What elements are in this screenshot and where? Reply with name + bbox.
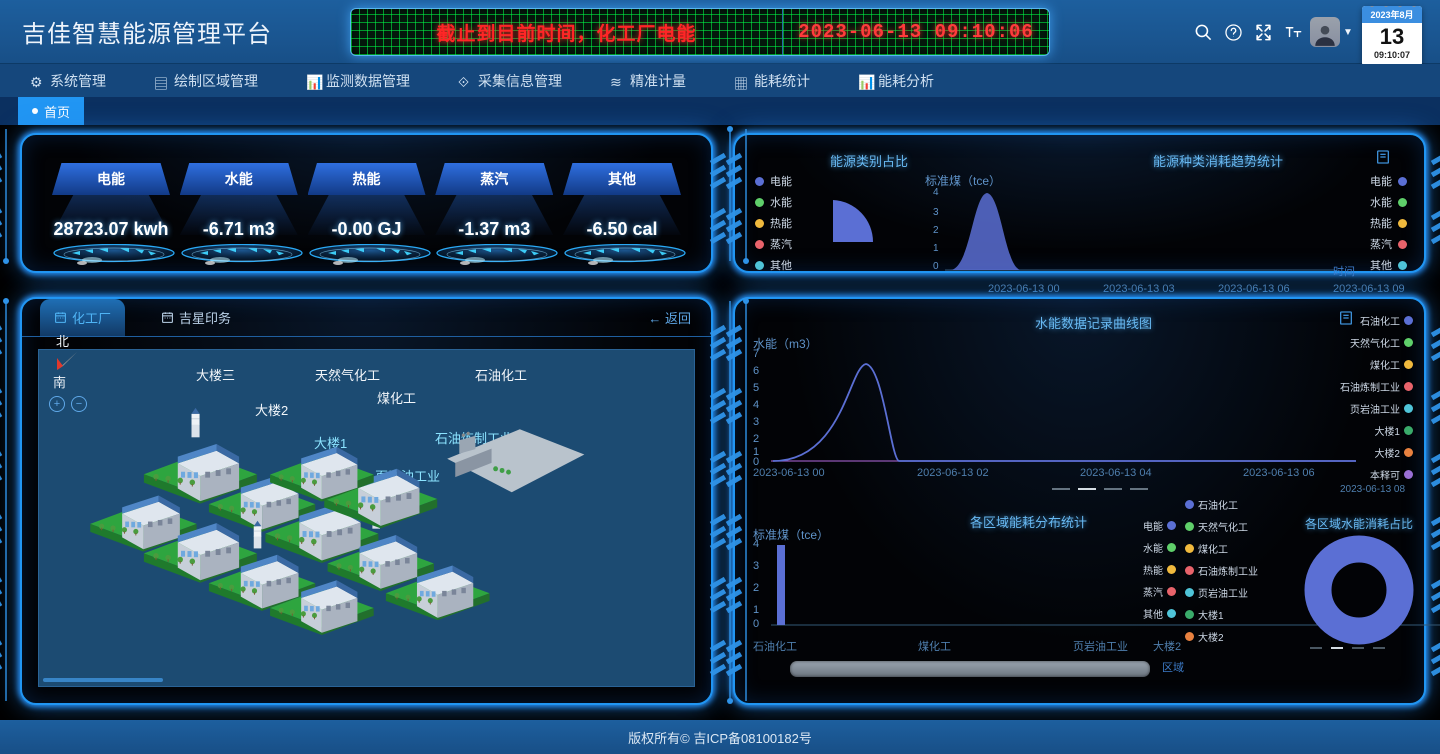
svg-text:0: 0 <box>933 261 939 272</box>
svg-text:2: 2 <box>933 225 939 236</box>
svg-text:3: 3 <box>933 207 939 218</box>
svg-text:4: 4 <box>933 187 939 198</box>
svg-text:1: 1 <box>933 243 939 254</box>
